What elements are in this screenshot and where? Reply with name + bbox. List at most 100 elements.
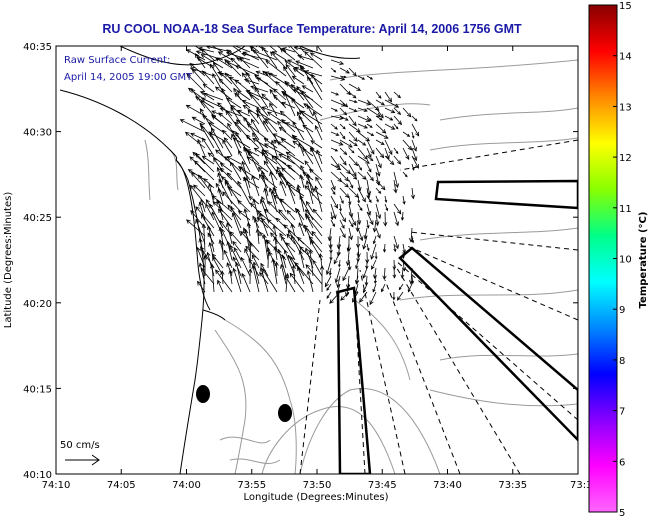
current-vector — [291, 75, 305, 85]
current-vector — [366, 155, 374, 162]
current-vector — [400, 211, 405, 221]
current-vector — [356, 243, 361, 259]
current-vector — [201, 137, 215, 157]
current-vector — [355, 275, 359, 285]
current-vector — [224, 156, 242, 173]
x-tick-label: 74:05 — [107, 480, 136, 491]
current-vector — [283, 66, 296, 85]
current-vector — [339, 75, 347, 79]
current-vector — [384, 115, 394, 121]
current-vector — [288, 46, 305, 61]
x-tick-label: 73:35 — [498, 480, 527, 491]
current-vector — [301, 85, 314, 93]
current-vector — [310, 140, 323, 149]
current-vector — [217, 187, 224, 205]
current-vector — [211, 114, 233, 133]
contour-line — [439, 353, 578, 361]
current-vector — [241, 272, 251, 293]
current-vector — [237, 199, 251, 213]
current-vector — [193, 160, 215, 181]
current-vector — [271, 51, 287, 61]
current-vector — [298, 222, 305, 237]
current-vector — [300, 67, 323, 85]
current-vector — [252, 261, 260, 285]
current-vector — [330, 107, 338, 112]
current-vector — [198, 262, 206, 285]
current-vector — [229, 231, 242, 245]
contour-line — [224, 319, 297, 474]
current-vector — [375, 115, 383, 121]
current-vector — [357, 203, 363, 212]
current-vector — [218, 112, 233, 125]
current-vector — [326, 283, 332, 291]
current-vector — [210, 263, 215, 293]
current-vector — [359, 291, 368, 303]
current-vector — [236, 90, 251, 101]
current-vector — [265, 59, 287, 77]
current-vector — [393, 147, 399, 155]
current-vector — [382, 243, 387, 253]
current-vector — [225, 97, 242, 109]
coverage-box-east — [434, 179, 578, 210]
current-vector — [373, 275, 377, 285]
current-vector — [263, 160, 278, 181]
current-vector — [348, 171, 358, 180]
current-vector — [366, 75, 374, 80]
current-vector — [280, 138, 296, 149]
current-vector — [254, 87, 269, 109]
current-vector — [234, 121, 251, 141]
legend-line-1: Raw Surface Current: — [64, 55, 170, 66]
current-vector — [366, 115, 372, 122]
colorbar-tick-label: 14 — [619, 52, 632, 63]
current-vector — [228, 269, 233, 285]
current-vector — [200, 100, 215, 117]
current-vector — [202, 83, 215, 93]
current-vector — [191, 116, 206, 125]
colorbar-ticks: 15 14 13 12 11 10 9 8 7 6 5 — [613, 1, 632, 519]
current-vector — [375, 195, 379, 203]
coast-raritan — [59, 89, 178, 161]
current-vector — [330, 91, 340, 96]
current-vector — [293, 46, 314, 53]
current-vector — [307, 76, 323, 101]
current-vector — [384, 107, 396, 114]
current-vector — [329, 251, 333, 261]
x-axis-label: Longitude (Degrees:Minutes) — [243, 492, 388, 503]
current-vector — [384, 155, 395, 166]
current-vector — [206, 225, 215, 253]
current-vector — [309, 147, 323, 157]
current-vector — [278, 153, 296, 165]
current-vector — [212, 73, 224, 93]
current-vector — [197, 280, 206, 293]
current-vector — [200, 54, 224, 69]
current-vector — [375, 91, 382, 99]
current-vector — [210, 127, 224, 149]
current-vector — [225, 222, 233, 245]
current-vectors — [179, 46, 420, 306]
current-vector — [235, 65, 260, 77]
current-vector — [366, 123, 373, 128]
current-vector — [296, 208, 305, 229]
current-vector — [330, 203, 337, 220]
current-vector — [330, 59, 345, 65]
current-vector — [268, 187, 278, 213]
y-axis-label: Latitude (Degrees:Minutes) — [3, 192, 14, 329]
current-vector — [366, 203, 372, 216]
current-vector — [410, 275, 415, 285]
current-vector — [231, 212, 242, 237]
current-vector — [393, 107, 402, 116]
current-vector — [200, 213, 215, 237]
current-vector — [314, 185, 323, 213]
current-vector — [330, 67, 337, 73]
current-vector — [285, 151, 305, 165]
current-vector — [217, 208, 233, 229]
current-vector — [255, 46, 269, 53]
current-vector — [366, 163, 372, 173]
current-vector — [243, 116, 260, 141]
current-vector — [272, 224, 278, 245]
current-vector — [392, 267, 397, 279]
current-vector — [366, 243, 370, 252]
current-vector — [402, 147, 410, 160]
current-vector — [230, 161, 242, 181]
current-vector — [348, 211, 357, 226]
